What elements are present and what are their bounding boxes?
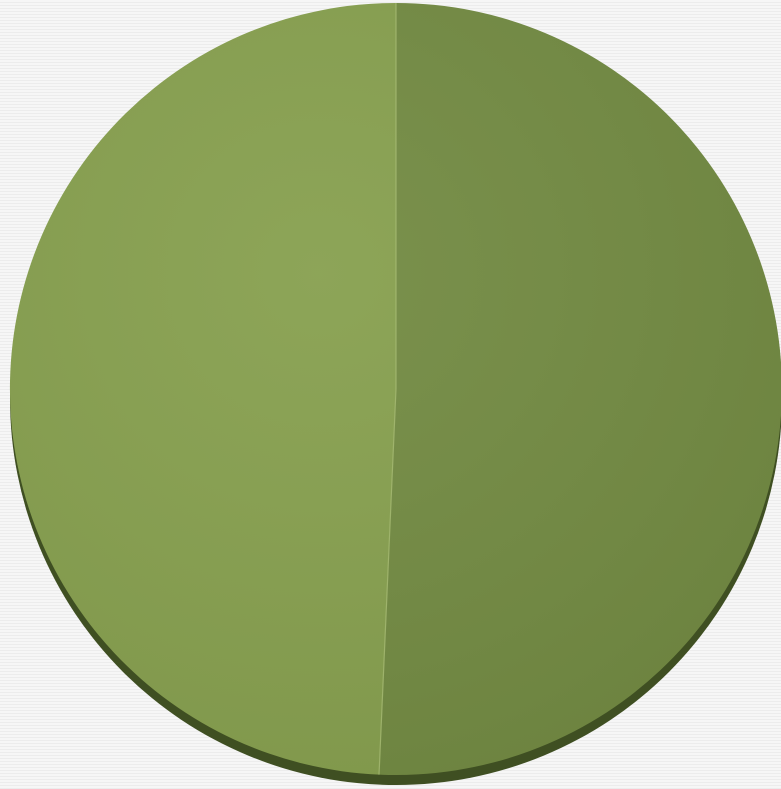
pie-divider-2 <box>378 388 397 775</box>
pie-slices <box>9 3 781 785</box>
